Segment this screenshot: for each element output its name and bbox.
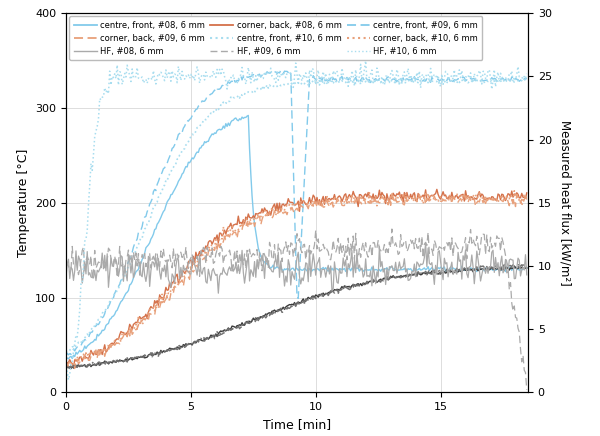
Y-axis label: Measured heat flux [kW/m²]: Measured heat flux [kW/m²] (558, 120, 571, 286)
Y-axis label: Temperature [°C]: Temperature [°C] (17, 149, 29, 257)
Legend: centre, front, #08, 6 mm, corner, back, #09, 6 mm, HF, #08, 6 mm, corner, back, : centre, front, #08, 6 mm, corner, back, … (70, 17, 482, 60)
X-axis label: Time [min]: Time [min] (263, 418, 331, 431)
